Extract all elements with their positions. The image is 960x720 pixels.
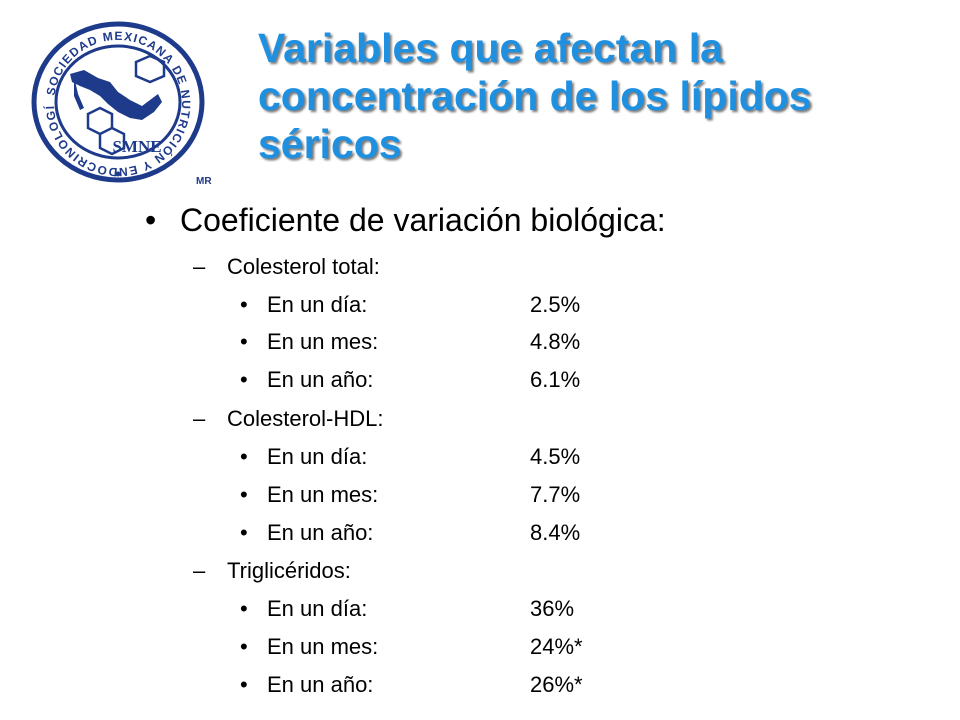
list-item: • En un día: 36% — [240, 594, 574, 624]
section-label: Colesterol total: — [227, 254, 380, 279]
item-label: En un día: — [267, 596, 368, 621]
item-label: En un día: — [267, 444, 368, 469]
item-label: En un año: — [267, 672, 374, 697]
item-value: 8.4% — [530, 520, 581, 545]
list-item: • En un mes: 7.7% — [240, 480, 580, 510]
list-item: • En un año: 26%* — [240, 670, 583, 700]
item-value: 6.1% — [530, 367, 581, 392]
section-heading-colesterol-hdl: – Colesterol-HDL: — [193, 404, 384, 434]
dash-marker: – — [193, 558, 206, 583]
item-label: En un día: — [267, 292, 368, 317]
section-label: Triglicéridos: — [227, 558, 351, 583]
item-value: 7.7% — [530, 482, 581, 507]
logo-mark: MR — [196, 176, 212, 187]
bullet-marker: • — [240, 367, 248, 392]
list-item: • En un año: 8.4% — [240, 518, 580, 548]
list-item: • En un día: 4.5% — [240, 442, 580, 472]
bullet-marker: • — [240, 329, 248, 354]
item-value: 36% — [530, 596, 575, 621]
item-value: 4.8% — [530, 329, 581, 354]
item-label: En un mes: — [267, 634, 379, 659]
bullet-marker: • — [240, 482, 248, 507]
item-value: 26%* — [530, 672, 583, 697]
bullet-marker: • — [240, 634, 248, 659]
section-heading-trigliceridos: – Triglicéridos: — [193, 556, 351, 586]
item-label: En un año: — [267, 520, 374, 545]
smne-seal-icon: SOCIEDAD MEXICANA DE NUTRICIÓN Y ENDOCRI… — [18, 16, 212, 187]
item-value: 2.5% — [530, 292, 581, 317]
section-heading-colesterol-total: – Colesterol total: — [193, 252, 380, 282]
list-item: • En un año: 6.1% — [240, 365, 580, 395]
section-label: Colesterol-HDL: — [227, 406, 384, 431]
item-value: 24%* — [530, 634, 583, 659]
slide-title-line: Variables que afectan la — [258, 25, 723, 71]
bullet-marker: • — [240, 520, 248, 545]
slide-title-line: concentración de los lípidos — [258, 73, 812, 119]
slide-title: Variables que afectan la concentración d… — [258, 24, 898, 168]
dash-marker: – — [193, 254, 206, 279]
item-label: En un mes: — [267, 329, 379, 354]
list-item: • En un mes: 24%* — [240, 632, 583, 662]
bullet-marker: • — [145, 202, 157, 238]
bullet-marker: • — [240, 292, 248, 317]
logo-acronym: SMNE — [112, 137, 161, 156]
item-label: En un año: — [267, 367, 374, 392]
item-label: En un mes: — [267, 482, 379, 507]
slide-title-line: séricos — [258, 121, 402, 167]
bullet-marker: • — [240, 444, 248, 469]
list-item: • En un mes: 4.8% — [240, 327, 580, 357]
bullet-marker: • — [240, 596, 248, 621]
dash-marker: – — [193, 406, 206, 431]
smne-logo: SOCIEDAD MEXICANA DE NUTRICIÓN Y ENDOCRI… — [18, 16, 218, 192]
bullet-marker: • — [240, 672, 248, 697]
main-bullet: • Coeficiente de variación biológica: — [145, 200, 666, 240]
main-bullet-text: Coeficiente de variación biológica: — [180, 202, 666, 238]
item-value: 4.5% — [530, 444, 581, 469]
list-item: • En un día: 2.5% — [240, 290, 580, 320]
